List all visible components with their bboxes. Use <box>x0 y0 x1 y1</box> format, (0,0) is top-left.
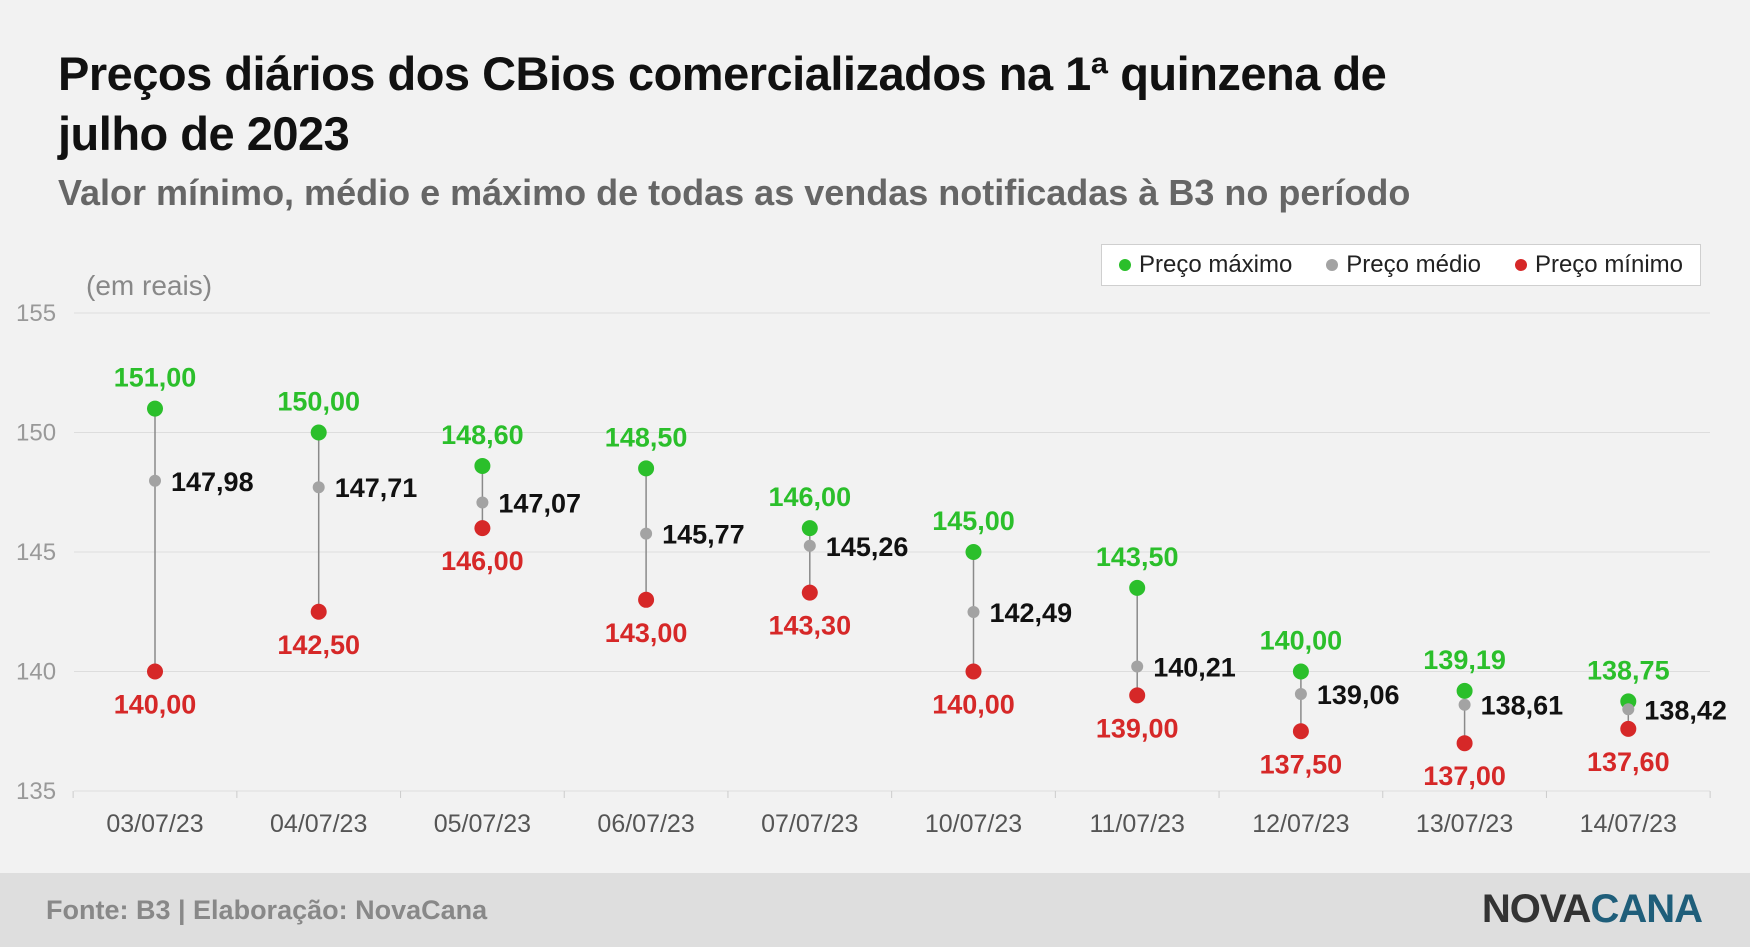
legend: Preço máximo Preço médio Preço mínimo <box>1101 244 1701 286</box>
avg-point-7 <box>1294 687 1307 700</box>
y-tick-label-140: 140 <box>16 659 56 686</box>
legend-item-avg: Preço médio <box>1326 251 1481 279</box>
min-label-6: 139,00 <box>1096 713 1179 743</box>
y-tick-label-145: 145 <box>16 539 56 566</box>
avg-point-3 <box>640 527 653 540</box>
avg-label-2: 147,07 <box>498 489 581 519</box>
min-point-1 <box>310 603 327 620</box>
max-point-1 <box>310 424 327 441</box>
source-note: Fonte: B3 | Elaboração: NovaCana <box>46 895 488 925</box>
x-tick-label-3: 06/07/23 <box>597 810 694 838</box>
x-tick-label-8: 13/07/23 <box>1416 810 1513 838</box>
legend-min-label: Preço mínimo <box>1534 251 1683 278</box>
min-point-3 <box>638 591 655 608</box>
x-tick-label-2: 05/07/23 <box>434 810 531 838</box>
x-tick-label-4: 07/07/23 <box>761 810 858 838</box>
max-label-9: 138,75 <box>1587 655 1670 685</box>
min-label-9: 137,60 <box>1587 747 1670 777</box>
max-label-7: 140,00 <box>1260 626 1343 656</box>
legend-item-max: Preço máximo <box>1118 251 1293 279</box>
min-point-7 <box>1292 723 1309 740</box>
min-label-2: 146,00 <box>441 546 524 576</box>
avg-label-4: 145,26 <box>826 532 909 562</box>
avg-point-8 <box>1458 698 1471 711</box>
min-label-3: 143,00 <box>605 618 688 648</box>
legend-max-label: Preço máximo <box>1138 251 1293 278</box>
min-label-0: 140,00 <box>114 690 197 720</box>
chart-subtitle: Valor mínimo, médio e máximo de todas as… <box>58 172 1411 213</box>
avg-point-5 <box>967 605 980 618</box>
min-point-4 <box>801 584 818 601</box>
x-tick-label-5: 10/07/23 <box>925 810 1022 838</box>
novacana-logo: NOVACANA <box>1481 887 1703 931</box>
min-label-8: 137,00 <box>1423 761 1506 791</box>
max-label-1: 150,00 <box>277 387 360 417</box>
avg-label-8: 138,61 <box>1481 691 1564 721</box>
min-point-8 <box>1456 735 1473 752</box>
avg-point-4 <box>803 539 816 552</box>
avg-point-2 <box>476 496 489 509</box>
min-point-9 <box>1620 720 1637 737</box>
x-tick-label-9: 14/07/23 <box>1580 810 1677 838</box>
max-label-5: 145,00 <box>932 506 1015 536</box>
avg-label-5: 142,49 <box>990 598 1073 628</box>
min-point-6 <box>1129 687 1146 704</box>
max-label-3: 148,50 <box>605 422 688 452</box>
legend-avg-dot-icon <box>1326 259 1339 271</box>
max-point-3 <box>638 460 655 477</box>
avg-label-3: 145,77 <box>662 520 745 550</box>
y-tick-label-135: 135 <box>16 778 56 805</box>
max-label-4: 146,00 <box>769 482 852 512</box>
min-point-0 <box>147 663 163 680</box>
avg-point-6 <box>1131 660 1144 673</box>
x-tick-label-6: 11/07/23 <box>1089 810 1184 838</box>
x-tick-label-0: 03/07/23 <box>106 810 203 838</box>
min-label-7: 137,50 <box>1260 749 1343 779</box>
min-label-5: 140,00 <box>932 690 1015 720</box>
unit-note: (em reais) <box>86 270 213 301</box>
avg-label-7: 139,06 <box>1317 680 1400 710</box>
avg-point-9 <box>1622 703 1635 716</box>
avg-label-9: 138,42 <box>1644 695 1727 725</box>
legend-avg-label: Preço médio <box>1346 251 1482 278</box>
max-point-7 <box>1292 663 1309 680</box>
min-point-2 <box>474 520 491 537</box>
max-label-8: 139,19 <box>1423 645 1506 675</box>
max-label-6: 143,50 <box>1096 542 1179 572</box>
min-point-5 <box>965 663 982 680</box>
avg-label-0: 147,98 <box>171 467 254 497</box>
max-point-8 <box>1456 682 1473 699</box>
max-point-5 <box>965 544 982 560</box>
max-point-4 <box>801 520 818 537</box>
max-point-6 <box>1129 579 1146 596</box>
min-label-4: 143,30 <box>769 611 852 641</box>
footer: Fonte: B3 | Elaboração: NovaCana NOVACAN… <box>0 873 1750 947</box>
avg-label-1: 147,71 <box>335 473 418 503</box>
x-tick-label-1: 04/07/23 <box>270 810 367 838</box>
avg-label-6: 140,21 <box>1153 652 1236 682</box>
max-label-0: 151,00 <box>114 363 197 393</box>
legend-max-dot-icon <box>1118 259 1131 271</box>
max-point-2 <box>474 457 491 474</box>
max-point-0 <box>147 400 163 417</box>
avg-point-0 <box>149 474 161 487</box>
avg-point-1 <box>312 481 325 494</box>
y-tick-label-155: 155 <box>16 300 56 327</box>
chart-title: Preços diários dos CBios comercializados… <box>58 47 1387 160</box>
legend-item-min: Preço mínimo <box>1514 251 1683 279</box>
min-label-1: 142,50 <box>277 630 360 660</box>
y-tick-label-150: 150 <box>16 420 56 447</box>
x-tick-label-7: 12/07/23 <box>1252 810 1349 838</box>
max-label-2: 148,60 <box>441 420 524 450</box>
legend-min-dot-icon <box>1514 259 1527 271</box>
dumbbell-chart: 135 140 145 150 155 151,00 147,98 140,00 03/07/2… <box>16 300 1727 838</box>
